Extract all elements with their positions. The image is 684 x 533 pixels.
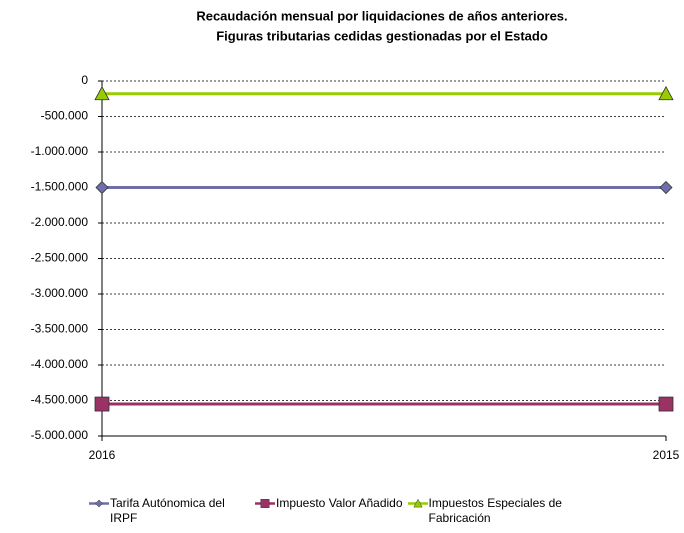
y-tick-label: -3.000.000	[31, 286, 89, 300]
chart-subtitle: Figuras tributarias cedidas gestionadas …	[216, 28, 548, 43]
chart-title: Recaudación mensual por liquidaciones de…	[196, 8, 567, 23]
x-tick-label: 2016	[89, 448, 116, 462]
y-tick-label: -2.000.000	[31, 215, 89, 229]
legend-item: Impuestos Especiales de Fabricación	[407, 496, 569, 526]
marker	[658, 85, 674, 101]
y-tick-label: -1.500.000	[31, 180, 89, 194]
legend-icon	[407, 498, 428, 508]
chart: Recaudación mensual por liquidaciones de…	[31, 8, 680, 462]
legend-label: Impuesto Valor Añadido	[276, 496, 403, 510]
y-tick-label: 0	[81, 73, 88, 87]
y-tick-label: -4.500.000	[31, 393, 89, 407]
marker	[412, 498, 423, 508]
x-tick-label: 2015	[653, 448, 680, 462]
marker	[95, 499, 103, 508]
legend-label: Tarifa Autónomica del IRPF	[110, 496, 225, 525]
legend: Tarifa Autónomica del IRPF Impuesto Valor…	[88, 496, 573, 526]
y-tick-label: -1.000.000	[31, 144, 89, 158]
legend-icon	[89, 499, 109, 508]
y-tick-label: -500.000	[41, 109, 89, 123]
marker	[659, 180, 673, 195]
y-tick-label: -5.000.000	[31, 428, 89, 442]
legend-item: Impuesto Valor Añadido	[254, 496, 403, 526]
legend-item: Tarifa Autónomica del IRPF	[88, 496, 250, 526]
y-tick-label: -4.000.000	[31, 357, 89, 371]
marker	[94, 85, 110, 101]
legend-icon	[255, 499, 275, 508]
y-tick-label: -2.500.000	[31, 251, 89, 265]
y-tick-label: -3.500.000	[31, 322, 89, 336]
marker	[658, 396, 674, 412]
marker	[95, 180, 109, 195]
legend-label: Impuestos Especiales de Fabricación	[428, 496, 562, 525]
marker	[260, 499, 270, 508]
marker	[94, 396, 110, 412]
